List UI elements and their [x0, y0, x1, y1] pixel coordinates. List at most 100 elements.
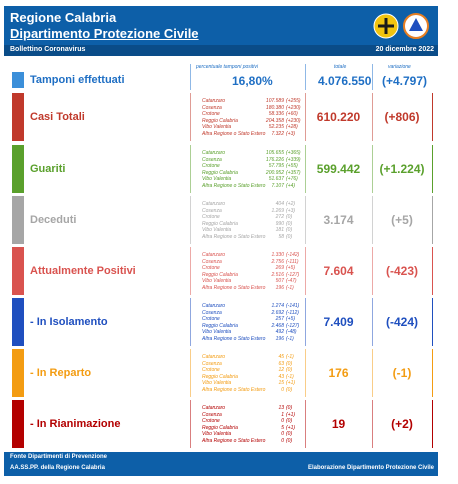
place: Crotone — [202, 214, 220, 220]
section-bar — [12, 145, 24, 193]
place-change: (-48) — [286, 329, 297, 335]
place: Reggio Calabria — [202, 322, 238, 329]
place-change: (-1) — [286, 373, 294, 380]
place-value: 180.380 — [265, 104, 284, 111]
place-value: 43 — [278, 373, 284, 380]
place-change: (0) — [286, 367, 293, 373]
place: Vibo Valentia — [202, 278, 232, 284]
place-change: (+76) — [286, 176, 298, 182]
place-change: (+4) — [286, 182, 296, 189]
place-change: (0) — [286, 227, 293, 233]
place: Altra Regione o Stato Estero — [202, 335, 266, 342]
place: Altra Regione o Stato Estero — [202, 130, 266, 137]
place: Catanzaro — [202, 150, 226, 156]
place-change: (-111) — [286, 258, 299, 265]
place-value: 2.468 — [271, 322, 284, 329]
place-value: 7.107 — [271, 182, 284, 189]
place-value: 51.637 — [268, 176, 284, 182]
section-change: (+1.224) — [379, 162, 425, 176]
place-change: (+5) — [286, 265, 296, 271]
place: Crotone — [202, 418, 220, 424]
divider — [372, 247, 373, 295]
section-change: (+2) — [391, 417, 413, 431]
divider — [305, 145, 306, 193]
place-change: (0) — [286, 418, 293, 424]
section-total: 610.220 — [316, 110, 361, 124]
place-value: 181 — [275, 227, 284, 233]
divider — [432, 145, 433, 193]
place-value: 272 — [275, 214, 284, 220]
place: Crotone — [202, 316, 220, 322]
tamponi-label: Tamponi effettuati — [30, 74, 125, 86]
place-change: (0) — [286, 386, 293, 393]
place-change: (+28) — [286, 124, 298, 130]
place: Altra Regione o Stato Estero — [202, 437, 266, 444]
place: Cosenza — [202, 309, 222, 316]
place-change: (+1) — [286, 424, 296, 431]
place-change: (+3) — [286, 130, 296, 137]
divider — [190, 400, 191, 448]
place: Cosenza — [202, 156, 222, 163]
divider — [305, 400, 306, 448]
divider — [372, 298, 373, 346]
place-change: (0) — [286, 405, 293, 411]
divider — [190, 64, 191, 90]
place-value: 7.322 — [271, 130, 284, 137]
section-bar — [12, 196, 24, 244]
subheader-bar — [4, 45, 438, 56]
place-change: (+5) — [286, 316, 296, 322]
place-value: 990 — [275, 220, 284, 227]
place: Vibo Valentia — [202, 124, 232, 130]
place: Catanzaro — [202, 98, 226, 104]
section-total: 599.442 — [316, 162, 361, 176]
place-value: 404 — [275, 201, 284, 207]
place-change: (-1) — [286, 284, 294, 291]
place: Crotone — [202, 111, 220, 117]
place: Vibo Valentia — [202, 176, 232, 182]
place-value: 52.235 — [268, 124, 284, 130]
place-change: (+2) — [286, 201, 296, 207]
section-total: 19 — [331, 417, 346, 431]
place-change: (-47) — [286, 278, 297, 284]
divider — [190, 298, 191, 346]
section-total: 7.409 — [323, 315, 354, 329]
place: Reggio Calabria — [202, 117, 238, 124]
divider — [372, 93, 373, 141]
divider — [372, 196, 373, 244]
pct: 16,80% — [232, 74, 273, 88]
divider — [305, 298, 306, 346]
place: Cosenza — [202, 258, 222, 265]
place-value: 196 — [275, 284, 284, 291]
place-value: 196 — [275, 335, 284, 342]
place: Catanzaro — [202, 405, 226, 411]
section-total: 176 — [328, 366, 349, 380]
place-change: (+1) — [286, 380, 296, 386]
place-change: (0) — [286, 431, 293, 437]
section-total: 3.174 — [323, 213, 354, 227]
divider — [432, 247, 433, 295]
tamponi-bar — [12, 72, 24, 88]
section-title: Deceduti — [30, 214, 77, 226]
place-change: (0) — [286, 220, 293, 227]
total: 4.076.550 — [318, 74, 372, 88]
place-value: 257 — [275, 316, 284, 322]
place-change: (0) — [286, 233, 293, 240]
place: Catanzaro — [202, 354, 226, 360]
divider — [190, 349, 191, 397]
place-change: (0) — [286, 360, 293, 367]
place-value: 45 — [278, 354, 284, 360]
place-value: 269 — [275, 265, 284, 271]
place: Vibo Valentia — [202, 329, 232, 335]
place-change: (-127) — [286, 322, 300, 329]
section-change: (+806) — [384, 110, 420, 124]
divider — [372, 64, 373, 90]
section-change: (-1) — [392, 366, 412, 380]
section-change: (+5) — [391, 213, 413, 227]
place-value: 58.336 — [268, 111, 284, 117]
subtitle: Dipartimento Protezione Civile — [10, 26, 199, 41]
place: Reggio Calabria — [202, 424, 238, 431]
section-total: 7.604 — [323, 264, 354, 278]
section-title: - In Reparto — [30, 367, 92, 379]
place: Cosenza — [202, 360, 222, 367]
